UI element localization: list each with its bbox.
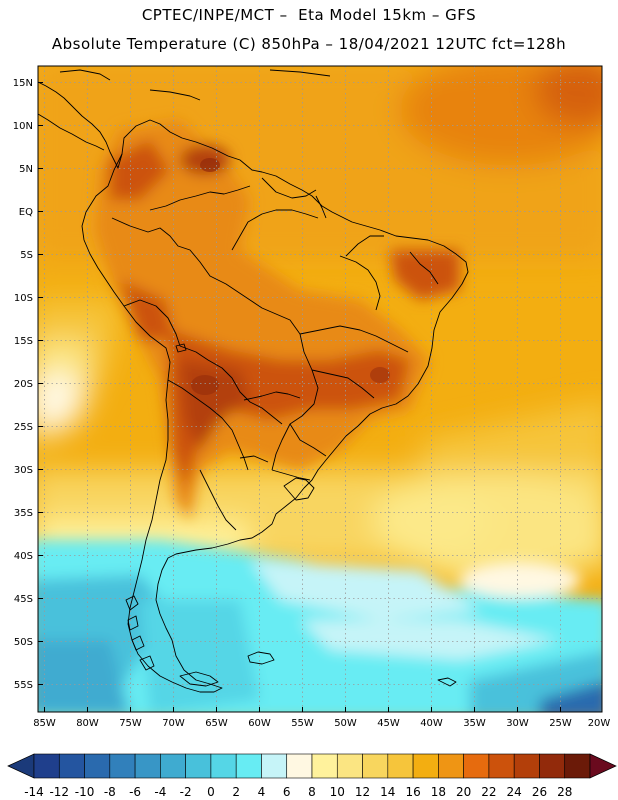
lon-label: 25W	[549, 718, 572, 729]
colorbar-swatch	[134, 753, 161, 779]
country-borders	[38, 69, 469, 693]
lat-label: 30S	[14, 465, 33, 476]
lon-label: 75W	[119, 718, 142, 729]
colorbar-label: -14	[24, 785, 44, 799]
lat-label: 5S	[20, 250, 33, 261]
brazil-border	[111, 217, 319, 471]
colorbar-label: 6	[283, 785, 291, 799]
colorbar-under-arrow	[7, 753, 35, 779]
colorbar-label: -10	[75, 785, 95, 799]
temperature-field	[38, 66, 602, 712]
colorbar-label: 2	[232, 785, 240, 799]
lon-label: 40W	[420, 718, 443, 729]
colorbar-swatch	[160, 753, 186, 779]
south-america-coastline	[81, 119, 469, 693]
colorbar-swatch	[564, 753, 591, 779]
lon-label: 70W	[162, 718, 185, 729]
colorbar-label: -8	[104, 785, 116, 799]
colorbar-swatch	[261, 753, 288, 779]
colorbar-swatch	[33, 753, 60, 779]
colorbar-label: 12	[355, 785, 370, 799]
lat-label: EQ	[19, 207, 33, 218]
central-america-coastline	[38, 81, 123, 169]
lat-label: 10N	[13, 121, 33, 132]
colorbar-swatch	[210, 753, 237, 779]
colorbar-label: 0	[207, 785, 215, 799]
lon-label: 80W	[76, 718, 99, 729]
lon-label: 20W	[588, 718, 611, 729]
colorbar-swatch	[311, 753, 338, 779]
lat-label: 55S	[14, 680, 33, 691]
colorbar-swatch	[235, 753, 262, 779]
colorbar-boxes	[33, 753, 591, 779]
longitude-labels: 85W 80W 75W 70W 65W 60W 55W 50W 45W 40W …	[33, 718, 610, 729]
colorbar-swatch	[336, 753, 363, 779]
colorbar-swatch	[438, 753, 464, 779]
plot-frame	[37, 65, 603, 713]
colorbar-label: 26	[532, 785, 547, 799]
lon-label: 55W	[291, 718, 314, 729]
colorbar-label: -2	[180, 785, 192, 799]
lat-label: 35S	[14, 508, 33, 519]
colorbar-label: 28	[557, 785, 572, 799]
lon-label: 45W	[377, 718, 400, 729]
colorbar-label: 14	[380, 785, 395, 799]
colorbar-swatch	[463, 753, 490, 779]
colorbar: -14 -12 -10 -8 -6 -4 -2 0 2 4 6 8 10 12 14 16 18 20 22 24 26…	[7, 753, 617, 799]
axis-ticks	[38, 82, 561, 712]
colorbar-swatch	[286, 753, 313, 779]
lat-label: 45S	[14, 594, 33, 605]
lat-label: 15S	[14, 336, 33, 347]
colorbar-label: -12	[49, 785, 69, 799]
colorbar-label: 18	[431, 785, 446, 799]
lat-label: 50S	[14, 637, 33, 648]
colorbar-label: 16	[405, 785, 420, 799]
lat-label: 40S	[14, 551, 33, 562]
lat-label: 15N	[13, 78, 33, 89]
colorbar-swatch	[109, 753, 136, 779]
colorbar-label: 4	[258, 785, 266, 799]
colorbar-swatch	[185, 753, 212, 779]
colorbar-label: 20	[456, 785, 471, 799]
title-line-1: CPTEC/INPE/MCT – Eta Model 15km – GFS	[141, 6, 477, 24]
colorbar-swatch	[58, 753, 85, 779]
lon-label: 85W	[33, 718, 56, 729]
colorbar-over-arrow	[589, 753, 617, 779]
colorbar-swatch	[488, 753, 515, 779]
colorbar-labels: -14 -12 -10 -8 -6 -4 -2 0 2 4 6 8 10 12 14 16 18 20 22 24 26…	[24, 785, 572, 799]
colorbar-label: 8	[308, 785, 316, 799]
latitude-labels: 15N 10N 5N EQ 5S 10S 15S 20S 25S 30S 35S…	[13, 78, 33, 691]
colorbar-swatch	[387, 753, 414, 779]
colorbar-label: 24	[507, 785, 522, 799]
lat-label: 5N	[19, 164, 33, 175]
colorbar-swatch	[412, 753, 439, 779]
lon-label: 35W	[463, 718, 486, 729]
colorbar-label: 22	[481, 785, 496, 799]
colorbar-swatch	[362, 753, 389, 779]
colorbar-swatch	[539, 753, 566, 779]
colorbar-label: 10	[330, 785, 345, 799]
lon-label: 50W	[334, 718, 357, 729]
title-line-2: Absolute Temperature (C) 850hPa – 18/04/…	[51, 35, 567, 53]
colorbar-swatch	[84, 753, 111, 779]
lat-label: 25S	[14, 422, 33, 433]
lon-label: 60W	[248, 718, 271, 729]
colorbar-swatch	[513, 753, 540, 779]
lon-label: 65W	[205, 718, 228, 729]
lon-label: 30W	[506, 718, 529, 729]
colorbar-label: -4	[154, 785, 166, 799]
colorbar-label: -6	[129, 785, 141, 799]
lat-label: 10S	[14, 293, 33, 304]
lat-label: 20S	[14, 379, 33, 390]
